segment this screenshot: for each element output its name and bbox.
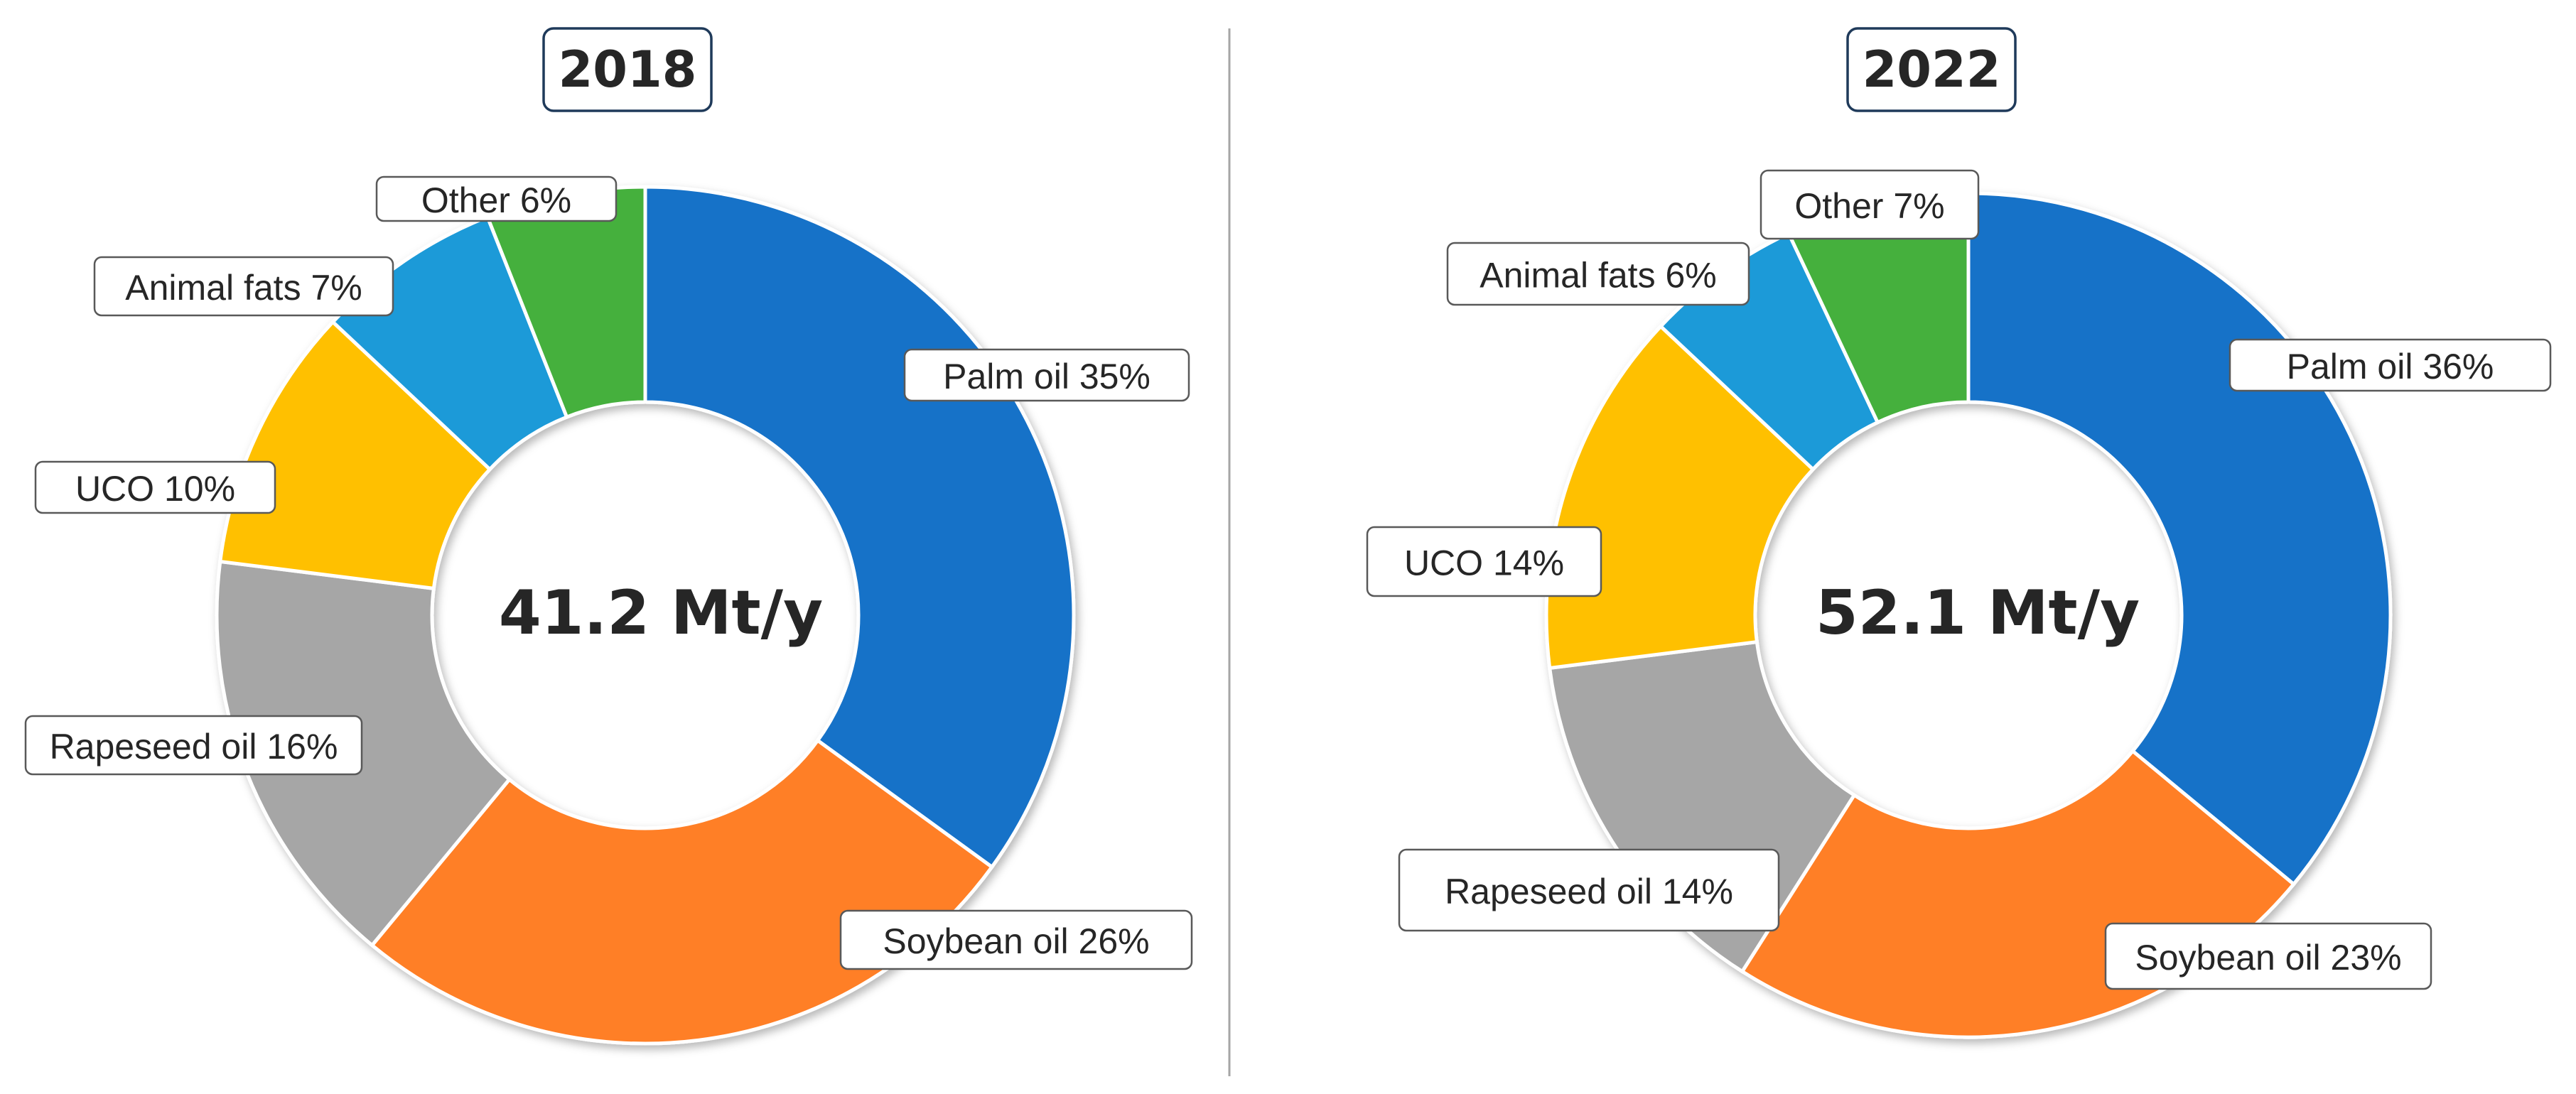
data-label-box-other xyxy=(1759,169,1980,240)
data-label-palm-oil: Palm oil 35% xyxy=(943,357,1150,396)
data-label-rapeseed-oil: Rapeseed oil 16% xyxy=(50,727,338,767)
data-label-palm-oil: Palm oil 36% xyxy=(2287,347,2494,386)
label-group: Palm oil 35% Soybean oil 26% Rapeseed oil … xyxy=(24,175,1193,970)
data-label-box-uco xyxy=(34,460,276,514)
slice-group xyxy=(215,185,1076,1046)
slice-palm-oil xyxy=(1966,191,2393,887)
label-group: Palm oil 36% Soybean oil 23% Rapeseed oil … xyxy=(1366,169,2552,990)
data-label-animal-fats: Animal fats 6% xyxy=(1480,256,1716,296)
data-label-box-animal-fats xyxy=(1446,242,1750,306)
center-total: 52.1 Mt/y xyxy=(1816,578,2140,649)
data-label-box-rapeseed-oil xyxy=(1398,848,1780,932)
year-title: 2022 xyxy=(1863,40,2001,99)
data-label-rapeseed-oil: Rapeseed oil 14% xyxy=(1445,872,1733,911)
slice-soybean-oil xyxy=(370,737,995,1046)
data-label-other: Other 7% xyxy=(1794,186,1944,226)
data-label-uco: UCO 14% xyxy=(1404,543,1564,583)
data-label-box-soybean-oil xyxy=(2104,922,2432,990)
center-total: 41.2 Mt/y xyxy=(499,578,823,649)
data-label-box-uco xyxy=(1366,526,1602,597)
data-label-uco: UCO 10% xyxy=(75,469,235,509)
data-label-box-palm-oil xyxy=(2229,338,2552,392)
year-title: 2018 xyxy=(559,40,697,99)
data-label-box-animal-fats xyxy=(93,256,394,317)
slice-rapeseed-oil xyxy=(215,559,512,948)
data-label-animal-fats: Animal fats 7% xyxy=(125,268,362,308)
slice-palm-oil xyxy=(643,185,1076,870)
donut-chart-2022: 2022 52.1 Mt/y Palm oil 36% Soybean oil 2… xyxy=(1366,27,2552,1039)
data-label-soybean-oil: Soybean oil 23% xyxy=(2135,938,2401,977)
year-title-box xyxy=(542,27,713,112)
data-label-other: Other 6% xyxy=(421,180,571,220)
data-label-box-rapeseed-oil xyxy=(24,715,363,776)
data-label-box-palm-oil xyxy=(903,348,1190,402)
data-label-soybean-oil: Soybean oil 26% xyxy=(883,921,1149,961)
donut-chart-2018: 2018 41.2 Mt/y Palm oil 35% Soybean oil 2… xyxy=(24,27,1193,1046)
year-title-box xyxy=(1846,27,2017,112)
data-label-box-soybean-oil xyxy=(839,909,1193,970)
data-label-box-other xyxy=(375,175,618,222)
